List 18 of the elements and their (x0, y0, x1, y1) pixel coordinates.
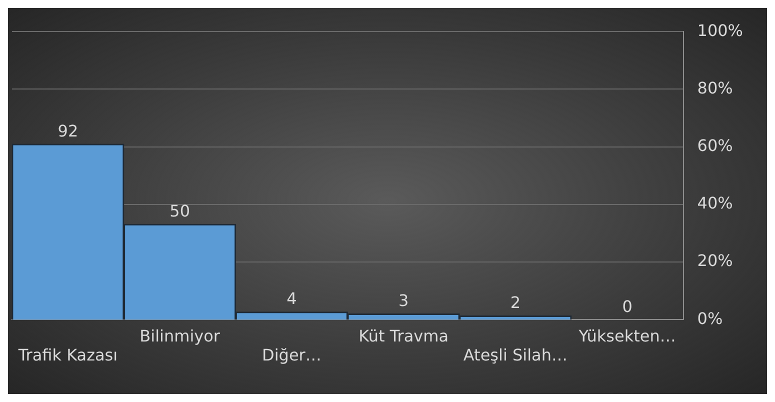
x-tick-label: Diğer… (262, 346, 322, 365)
data-label: 92 (58, 121, 78, 140)
y2-tick-label: 80% (697, 78, 733, 98)
y2-tick-label: 0% (697, 308, 723, 328)
x-tick-label: Küt Travma (358, 326, 448, 346)
x-tick-label: Bilinmiyor (140, 326, 220, 346)
y2-tick-label: 20% (697, 251, 733, 270)
y2-tick-label: 40% (697, 194, 733, 213)
y2-tick-label: 100% (697, 20, 744, 40)
y2-tick-label: 60% (697, 136, 733, 155)
data-label: 50 (170, 201, 190, 220)
x-tick-label: Yüksekten… (578, 326, 676, 346)
data-label: 2 (510, 292, 521, 312)
data-label: 4 (286, 289, 297, 308)
x-tick-label: Trafik Kazası (17, 346, 118, 365)
data-label: 0 (622, 296, 632, 316)
x-tick-label: Ateşli Silah… (463, 346, 568, 365)
data-label: 3 (398, 291, 409, 310)
